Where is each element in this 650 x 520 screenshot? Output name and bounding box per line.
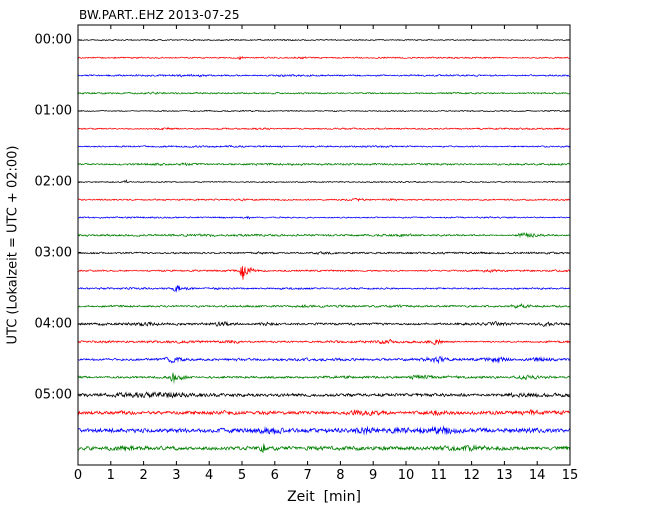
x-tick-label-3: 3 xyxy=(172,468,181,483)
y-tick-label-0400: 04:00 xyxy=(34,316,72,332)
x-axis-label: Zeit [min] xyxy=(287,489,361,505)
x-tick-label-8: 8 xyxy=(336,468,345,483)
x-tick-label-11: 11 xyxy=(430,468,448,483)
y-tick-label-0000: 00:00 xyxy=(34,32,72,48)
x-tick-label-7: 7 xyxy=(303,468,312,483)
x-tick-label-6: 6 xyxy=(270,468,279,483)
x-tick-label-12: 12 xyxy=(463,468,480,483)
x-tick-label-10: 10 xyxy=(397,468,415,483)
x-tick-label-1: 1 xyxy=(106,468,115,483)
y-tick-label-0100: 01:00 xyxy=(34,103,72,119)
y-tick-label-0300: 03:00 xyxy=(34,245,72,261)
x-tick-label-2: 2 xyxy=(139,468,148,483)
x-tick-label-4: 4 xyxy=(205,468,214,483)
y-tick-label-0200: 02:00 xyxy=(34,174,72,190)
x-tick-label-13: 13 xyxy=(496,468,513,483)
x-tick-label-0: 0 xyxy=(73,468,83,483)
x-tick-label-5: 5 xyxy=(237,468,247,483)
x-tick-label-9: 9 xyxy=(369,468,378,483)
x-tick-label-15: 15 xyxy=(561,468,579,483)
y-tick-label-0500: 05:00 xyxy=(34,387,72,403)
x-tick-label-14: 14 xyxy=(528,468,546,483)
plot-title: BW.PART..EHZ 2013-07-25 xyxy=(79,8,240,22)
